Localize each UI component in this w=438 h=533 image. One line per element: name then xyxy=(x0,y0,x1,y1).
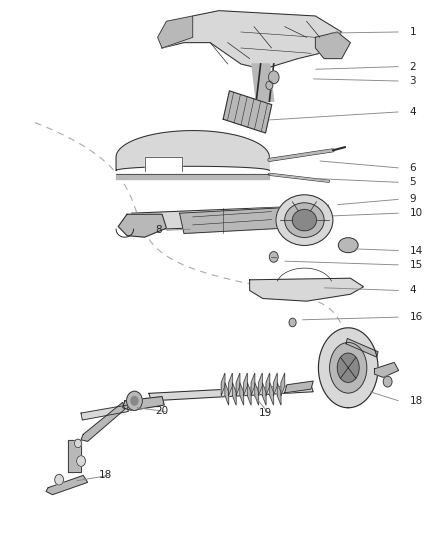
Polygon shape xyxy=(46,475,88,495)
Polygon shape xyxy=(116,131,269,171)
Text: 9: 9 xyxy=(410,195,416,204)
Text: 4: 4 xyxy=(410,107,416,117)
Circle shape xyxy=(289,318,296,327)
Text: 19: 19 xyxy=(258,408,272,418)
Polygon shape xyxy=(285,381,313,393)
Text: 8: 8 xyxy=(155,225,162,235)
Polygon shape xyxy=(252,64,274,101)
Polygon shape xyxy=(251,373,255,395)
Polygon shape xyxy=(229,373,233,395)
Polygon shape xyxy=(374,362,399,377)
Polygon shape xyxy=(318,328,378,408)
Polygon shape xyxy=(123,397,164,410)
Ellipse shape xyxy=(285,203,324,238)
Polygon shape xyxy=(250,278,364,301)
Polygon shape xyxy=(221,373,225,395)
Text: 15: 15 xyxy=(410,260,423,270)
Polygon shape xyxy=(81,405,128,420)
Circle shape xyxy=(127,391,142,410)
Ellipse shape xyxy=(292,209,316,231)
Circle shape xyxy=(383,376,392,387)
Circle shape xyxy=(55,474,64,485)
Ellipse shape xyxy=(330,343,367,393)
Text: 1: 1 xyxy=(410,27,416,37)
Polygon shape xyxy=(247,383,251,405)
Circle shape xyxy=(266,81,273,90)
Polygon shape xyxy=(236,373,240,395)
Circle shape xyxy=(77,456,85,466)
Text: 16: 16 xyxy=(410,312,423,322)
Polygon shape xyxy=(158,16,193,48)
Ellipse shape xyxy=(276,195,333,245)
Polygon shape xyxy=(225,383,229,405)
Polygon shape xyxy=(145,157,182,171)
Polygon shape xyxy=(116,174,269,179)
Polygon shape xyxy=(149,385,313,401)
Polygon shape xyxy=(315,32,350,59)
Ellipse shape xyxy=(338,238,358,253)
Text: 5: 5 xyxy=(410,177,416,187)
Text: 10: 10 xyxy=(410,208,423,218)
Text: 2: 2 xyxy=(410,62,416,71)
Text: 4: 4 xyxy=(410,286,416,295)
Polygon shape xyxy=(223,91,272,133)
Text: 3: 3 xyxy=(410,76,416,86)
Polygon shape xyxy=(131,205,328,230)
Polygon shape xyxy=(240,383,244,405)
Polygon shape xyxy=(255,383,258,405)
Polygon shape xyxy=(266,373,270,395)
Circle shape xyxy=(268,71,279,84)
Polygon shape xyxy=(118,214,166,237)
Polygon shape xyxy=(270,383,273,405)
Polygon shape xyxy=(81,402,125,441)
Polygon shape xyxy=(262,383,266,405)
Text: 18: 18 xyxy=(99,471,112,480)
Text: 20: 20 xyxy=(155,407,169,416)
Polygon shape xyxy=(244,373,247,395)
Text: 14: 14 xyxy=(410,246,423,255)
Circle shape xyxy=(269,252,278,262)
Polygon shape xyxy=(258,373,262,395)
Polygon shape xyxy=(346,338,378,357)
Polygon shape xyxy=(162,11,342,69)
Polygon shape xyxy=(281,373,285,395)
Ellipse shape xyxy=(337,353,359,383)
Polygon shape xyxy=(277,383,281,405)
Polygon shape xyxy=(180,208,285,233)
Circle shape xyxy=(131,397,138,405)
Circle shape xyxy=(74,439,81,448)
Polygon shape xyxy=(233,383,236,405)
Text: 18: 18 xyxy=(410,396,423,406)
Text: 6: 6 xyxy=(410,163,416,173)
Polygon shape xyxy=(68,440,81,472)
Polygon shape xyxy=(273,373,277,395)
